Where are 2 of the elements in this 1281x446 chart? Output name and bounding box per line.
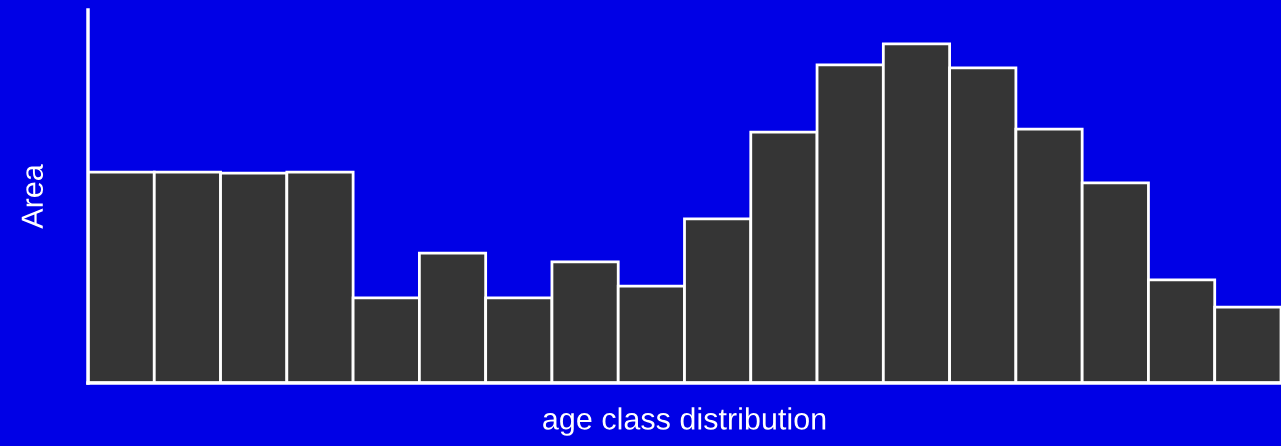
y-axis-title: Area	[21, 164, 44, 229]
x-axis-title: age class distribution	[543, 407, 826, 436]
